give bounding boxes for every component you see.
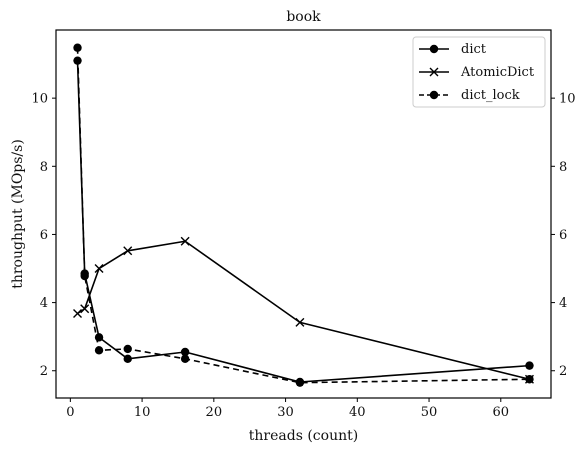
x-tick-label: 40: [349, 405, 366, 420]
y-tick-label: 10: [31, 92, 48, 107]
x-tick-label: 10: [134, 405, 151, 420]
legend-label-atomicdict: AtomicDict: [460, 65, 535, 80]
y-tick-label-right: 4: [559, 296, 567, 311]
plot-frame: [55, 29, 552, 399]
y-tick-label-right: 2: [559, 364, 567, 379]
legend-label-dict-lock: dict_lock: [461, 88, 520, 103]
legend-label-dict: dict: [461, 42, 487, 57]
x-axis-ticks: 0 10 20 30 40 50 60: [66, 398, 509, 420]
y-axis-label: throughput (MOps/s): [10, 139, 26, 289]
data-point-atomicdict: [295, 317, 305, 327]
data-point-dict-lock: [123, 344, 132, 354]
data-point-dict-lock: [80, 271, 89, 281]
y-tick-label: 6: [40, 228, 48, 243]
chart-title: book: [286, 9, 321, 25]
x-tick-label: 50: [421, 405, 438, 420]
x-axis-label: threads (count): [249, 428, 358, 444]
series-layer: [73, 43, 534, 387]
y-tick-label-right: 6: [559, 228, 567, 243]
x-tick-label: 20: [206, 405, 223, 420]
legend-box: [412, 36, 546, 108]
data-point-dict-lock: [295, 378, 305, 387]
data-point-dict: [525, 361, 534, 370]
legend-marker-dict-lock: [429, 90, 439, 100]
data-point-dict-lock: [180, 354, 190, 364]
data-point-atomicdict: [180, 236, 190, 246]
x-tick-label: 0: [66, 405, 74, 420]
data-point-dict: [123, 354, 132, 364]
legend-marker-atomicdict: [429, 67, 439, 77]
data-point-atomicdict: [94, 264, 104, 274]
data-point-dict-lock: [73, 43, 82, 52]
series-line-atomicdict: [77, 240, 530, 381]
x-tick-label: 30: [277, 405, 294, 420]
legend: dict AtomicDict dict_lock: [412, 36, 546, 108]
y-tick-label-right: 10: [559, 92, 576, 107]
data-point-atomicdict: [73, 309, 83, 318]
x-tick-label: 60: [493, 405, 510, 420]
data-point-atomicdict: [123, 246, 133, 256]
series-line-dict: [76, 60, 530, 383]
legend-marker-dict: [429, 44, 439, 54]
data-point-dict-lock: [94, 346, 104, 355]
data-point-dict: [180, 347, 190, 357]
y-axis-ticks: 2 2 4 4 6 6 8 8 10 10: [31, 92, 575, 380]
y-tick-label: 4: [40, 296, 48, 311]
data-point-atomicdict: [80, 304, 90, 314]
y-tick-label: 2: [40, 364, 48, 379]
y-tick-label-right: 8: [559, 160, 567, 175]
y-tick-label: 8: [40, 160, 48, 175]
data-point-dict-lock: [525, 375, 534, 384]
